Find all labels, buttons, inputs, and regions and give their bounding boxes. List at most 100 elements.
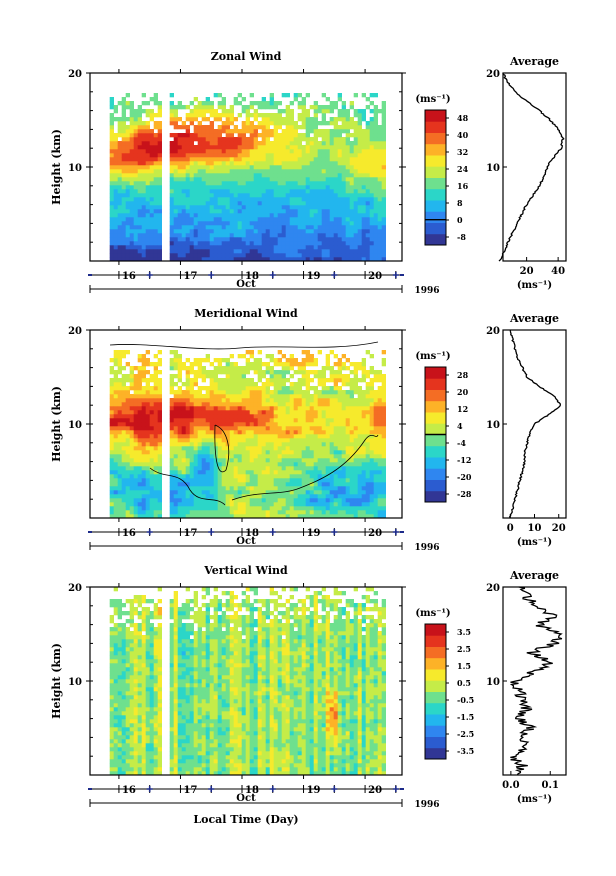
heatmap-cell [149,165,154,170]
heatmap-cell [357,149,362,154]
heatmap-cell [265,434,270,439]
heatmap-cell [297,378,302,383]
heatmap-cell [373,157,378,162]
heatmap-cell [297,253,302,258]
heatmap-cell [201,189,206,194]
heatmap-cell [117,221,122,226]
heatmap-cell [213,486,218,491]
heatmap-cell [177,177,182,182]
heatmap-cell [377,229,382,234]
heatmap-cell [245,169,250,174]
heatmap-cell [225,506,230,511]
heatmap-cell [109,426,114,431]
heatmap-cell [201,418,206,423]
heatmap-cell [253,506,258,511]
heatmap-cell [169,141,174,146]
heatmap-cell [201,213,206,218]
heatmap-cell [237,221,242,226]
heatmap-cell [145,362,150,367]
heatmap-cell [277,394,282,399]
heatmap-cell [317,374,322,379]
heatmap-cell [369,157,374,162]
heatmap-cell [109,149,114,154]
heatmap-cell [189,149,194,154]
heatmap-cell [177,358,182,363]
heatmap-cell [349,486,354,491]
heatmap-cell [349,434,354,439]
heatmap-cell [185,418,190,423]
heatmap-cell [309,145,314,150]
heatmap-cell [133,189,138,194]
heatmap-cell [217,498,222,503]
heatmap-cell [197,470,202,475]
heatmap-cell [185,149,190,154]
heatmap-cell [233,442,238,447]
heatmap-cell [193,193,198,198]
heatmap-cell [153,165,158,170]
heatmap-cell [245,257,250,262]
heatmap-cell [121,237,126,242]
heatmap-cell [229,362,234,367]
heatmap-cell [169,378,174,383]
heatmap-cell [277,450,282,455]
heatmap-cell [153,354,158,359]
heatmap-cell [157,189,162,194]
heatmap-cell [169,374,174,379]
heatmap-cell [145,482,150,487]
heatmap-cell [309,137,314,142]
heatmap-cell [357,510,362,515]
colorbar-label: 32 [457,147,468,157]
heatmap-cell [285,229,290,234]
heatmap-cell [265,241,270,246]
heatmap-cell [297,454,302,459]
heatmap-cell [253,165,258,170]
heatmap-cell [109,450,114,455]
heatmap-cell [193,113,198,118]
heatmap-cell [197,189,202,194]
heatmap-cell [173,209,178,214]
heatmap-cell [321,378,326,383]
heatmap-cell [313,478,318,483]
heatmap-cell [109,402,114,407]
heatmap-cell [237,149,242,154]
heatmap-cell [289,245,294,250]
heatmap-cell [233,458,238,463]
heatmap-cell [269,189,274,194]
heatmap-cell [201,173,206,178]
heatmap-cell [257,201,262,206]
heatmap-cell [117,149,122,154]
heatmap-cell [273,253,278,258]
heatmap-cell [217,113,222,118]
heatmap-cell [125,410,130,415]
heatmap-cell [253,233,258,238]
heatmap-cell [381,117,386,122]
heatmap-cell [293,466,298,471]
heatmap-cell [369,189,374,194]
heatmap-cell [205,414,210,419]
heatmap-cell [265,153,270,158]
heatmap-cell [217,382,222,387]
heatmap-cell [169,402,174,407]
heatmap-cell [213,185,218,190]
heatmap-cell [189,229,194,234]
heatmap-cell [153,193,158,198]
heatmap-cell [241,378,246,383]
heatmap-cell [189,221,194,226]
heatmap-cell [221,478,226,483]
heatmap-cell [341,157,346,162]
heatmap-cell [193,205,198,210]
heatmap-cell [193,225,198,230]
heatmap-cell [313,209,318,214]
heatmap-cell [317,133,322,138]
heatmap-cell [357,221,362,226]
heatmap-cell [245,470,250,475]
heatmap-cell [185,490,190,495]
heatmap-cell [317,470,322,475]
heatmap-cell [221,434,226,439]
heatmap-cell [317,418,322,423]
heatmap-cell [321,366,326,371]
heatmap-cell [257,414,262,419]
heatmap-cell [337,450,342,455]
heatmap-cell [205,173,210,178]
heatmap-cell [277,434,282,439]
